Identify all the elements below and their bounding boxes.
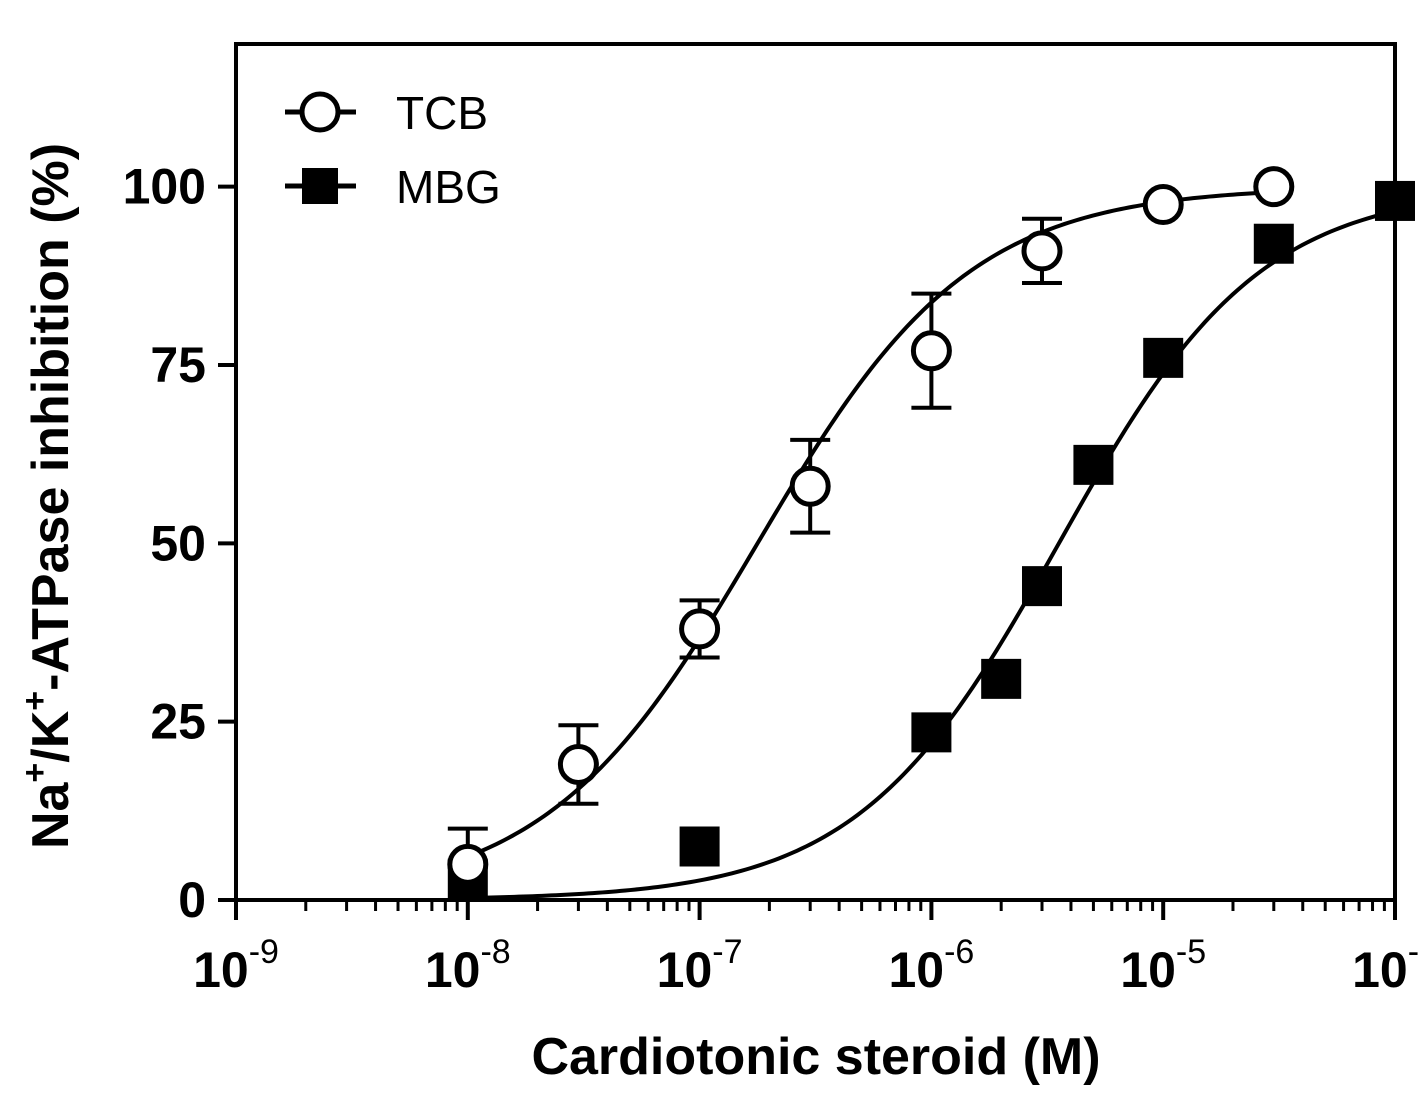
legend: TCB MBG bbox=[285, 87, 501, 213]
point-mbg bbox=[1253, 223, 1294, 264]
y-tick-label-50: 50 bbox=[150, 515, 206, 571]
legend-label-tcb: TCB bbox=[396, 87, 488, 139]
point-mbg bbox=[1375, 180, 1415, 221]
legend-marker-mbg bbox=[302, 168, 338, 204]
y-axis-title: Na+/K+-ATPase inhibition (%) bbox=[16, 143, 80, 849]
fit-curve-tcb bbox=[467, 190, 1274, 859]
y-tick-label-25: 25 bbox=[150, 694, 206, 750]
point-mbg bbox=[911, 712, 952, 753]
legend-label-mbg: MBG bbox=[396, 161, 501, 213]
legend-item-mbg: MBG bbox=[285, 161, 501, 213]
x-tick-label: 10-4 bbox=[1352, 933, 1418, 998]
x-tick-label: 10-9 bbox=[193, 933, 279, 998]
point-tcb bbox=[1253, 166, 1295, 208]
data-points bbox=[447, 166, 1415, 902]
x-axis: 10-9 10-8 10-7 10-6 10-5 10-4 bbox=[193, 900, 1418, 998]
point-mbg bbox=[679, 826, 720, 867]
point-tcb bbox=[910, 330, 952, 372]
point-mbg bbox=[981, 658, 1022, 699]
point-tcb bbox=[1142, 184, 1184, 225]
point-mbg bbox=[1073, 444, 1114, 485]
point-tcb bbox=[789, 465, 831, 507]
point-mbg bbox=[1021, 566, 1062, 607]
y-axis: 0 25 50 75 100 bbox=[123, 159, 236, 928]
x-tick-label: 10-8 bbox=[425, 933, 511, 998]
point-tcb bbox=[679, 608, 721, 650]
point-tcb bbox=[447, 843, 489, 885]
x-tick-label: 10-5 bbox=[1120, 933, 1206, 998]
legend-marker-tcb bbox=[299, 91, 341, 133]
x-axis-title: Cardiotonic steroid (M) bbox=[531, 1028, 1100, 1086]
y-tick-label-75: 75 bbox=[150, 337, 206, 393]
point-mbg bbox=[1143, 337, 1184, 378]
point-tcb bbox=[1021, 230, 1063, 272]
x-tick-label: 10-7 bbox=[657, 933, 743, 998]
x-tick-label: 10-6 bbox=[888, 933, 974, 998]
y-tick-label-0: 0 bbox=[178, 872, 206, 928]
point-tcb bbox=[557, 743, 599, 785]
legend-item-tcb: TCB bbox=[285, 87, 488, 139]
y-tick-label-100: 100 bbox=[123, 159, 206, 215]
